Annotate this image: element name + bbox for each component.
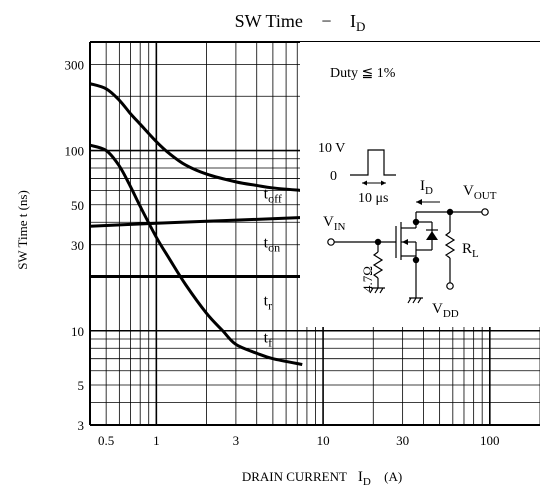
id-sub: D bbox=[425, 185, 433, 197]
x-label-unit: (A) bbox=[384, 469, 402, 484]
vout-sub: OUT bbox=[474, 190, 497, 202]
rl-resistor bbox=[444, 231, 456, 259]
source-node bbox=[412, 256, 420, 264]
ground-right bbox=[407, 297, 423, 304]
y-tick-label: 50 bbox=[71, 198, 84, 213]
ground-left bbox=[369, 287, 385, 294]
x-tick-label: 100 bbox=[480, 433, 500, 448]
vin-label: VIN bbox=[323, 214, 346, 233]
test-circuit bbox=[327, 149, 489, 304]
series-line-t-on bbox=[89, 215, 303, 228]
x-tick-label: 3 bbox=[233, 433, 240, 448]
x-label-var: I bbox=[358, 469, 363, 485]
series-label-t-f: tf bbox=[264, 330, 272, 350]
y-tick-label: 30 bbox=[71, 238, 84, 253]
y-axis-label: SW Time t (ns) bbox=[15, 190, 30, 270]
series-line-t-off bbox=[89, 82, 303, 192]
series-label-t-r: tr bbox=[264, 293, 272, 313]
chart-title: SW Time − ID bbox=[235, 11, 366, 34]
vin-main: V bbox=[323, 214, 334, 230]
series-label-t-off: toff bbox=[264, 186, 282, 206]
series-label-sub: r bbox=[268, 299, 272, 313]
x-tick-label: 30 bbox=[396, 433, 409, 448]
id-main: I bbox=[420, 178, 425, 194]
y-tick-label: 3 bbox=[78, 418, 85, 433]
drain-node-left bbox=[412, 218, 420, 226]
series-label-sub: on bbox=[268, 240, 280, 254]
vin-sub: IN bbox=[334, 221, 346, 233]
vin-terminal bbox=[327, 238, 335, 246]
series-line-t-f bbox=[89, 143, 303, 366]
vdd-main: V bbox=[432, 301, 443, 317]
pulse-waveform bbox=[350, 149, 396, 176]
vout-terminal bbox=[481, 208, 489, 216]
circuit-labels: Duty ≦ 1% 10 V 0 10 μs ID VOUT VIN 4.7Ω … bbox=[318, 66, 497, 320]
x-tick-label: 0.5 bbox=[98, 433, 114, 448]
series-label-sub: f bbox=[268, 336, 272, 350]
circuit-panel bbox=[300, 42, 540, 327]
x-axis-label: DRAIN CURRENT ID (A) bbox=[242, 469, 402, 488]
id-arrow-head bbox=[416, 199, 422, 205]
y-tick-label: 300 bbox=[65, 58, 85, 73]
pulse-time-label: 10 μs bbox=[358, 191, 388, 206]
series-label-t-on: ton bbox=[264, 234, 280, 254]
rl-label: RL bbox=[462, 241, 479, 260]
vout-main: V bbox=[463, 183, 474, 199]
pulse-voltage-label: 10 V bbox=[318, 141, 345, 156]
duty-label: Duty ≦ 1% bbox=[330, 66, 396, 81]
vdd-terminal bbox=[446, 282, 454, 290]
x-tick-label: 1 bbox=[153, 433, 160, 448]
title-var: I bbox=[350, 11, 356, 31]
mosfet-arrow bbox=[402, 239, 408, 245]
rl-main: R bbox=[462, 241, 472, 257]
vdd-label: VDD bbox=[432, 301, 459, 320]
id-label: ID bbox=[420, 178, 433, 197]
series-label-main: t bbox=[264, 234, 269, 251]
series-label-sub: off bbox=[268, 192, 282, 206]
rl-sub: L bbox=[472, 248, 479, 260]
series-layer bbox=[89, 82, 303, 366]
y-tick-label: 5 bbox=[78, 378, 85, 393]
rg-label: 4.7Ω bbox=[360, 266, 375, 292]
x-tick-label: 10 bbox=[317, 433, 330, 448]
series-label-main: t bbox=[264, 330, 269, 347]
title-dash: − bbox=[321, 11, 331, 31]
pulse-arrow-left bbox=[362, 180, 367, 186]
pulse-zero-label: 0 bbox=[330, 169, 337, 184]
vout-label: VOUT bbox=[463, 183, 497, 202]
rg-resistor bbox=[372, 251, 384, 279]
title-sub: D bbox=[356, 19, 365, 34]
x-label-main: DRAIN CURRENT bbox=[242, 469, 347, 484]
tick-labels: 0.5 1 3 10 30 100 3 5 10 30 50 100 300 bbox=[65, 58, 500, 448]
y-tick-label: 10 bbox=[71, 324, 84, 339]
x-label-sub: D bbox=[363, 476, 371, 488]
vdd-sub: DD bbox=[443, 308, 459, 320]
series-label-main: t bbox=[264, 186, 269, 203]
series-label-main: t bbox=[264, 293, 269, 310]
pulse-arrow-right bbox=[381, 180, 386, 186]
title-main: SW Time bbox=[235, 11, 303, 31]
y-tick-label: 100 bbox=[65, 144, 85, 159]
diode-symbol bbox=[426, 231, 438, 240]
